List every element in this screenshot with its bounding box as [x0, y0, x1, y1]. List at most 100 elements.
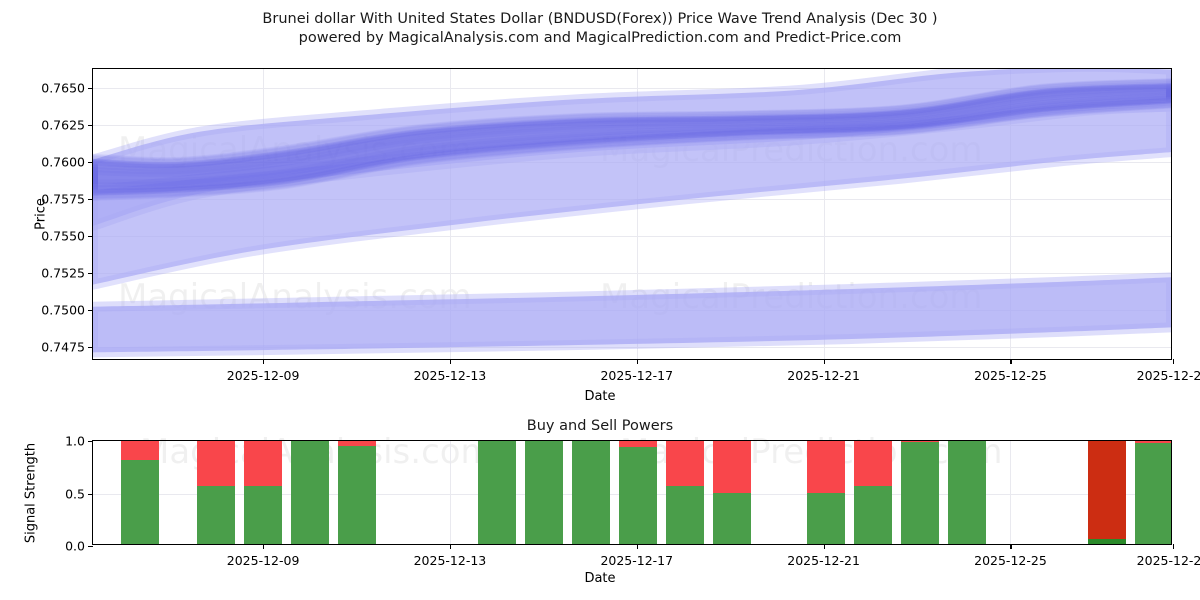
y-tick-label: 0.5 [65, 486, 85, 501]
x-tick [263, 359, 265, 364]
x-tick-label: 2025-12-17 [600, 553, 674, 568]
x-tick [636, 359, 638, 364]
price-plot-clip [93, 69, 1171, 359]
power-bar[interactable] [196, 441, 236, 544]
y-tick-label: 0.0 [65, 538, 85, 554]
power-bar[interactable] [806, 441, 845, 544]
gridline-vertical [823, 69, 825, 359]
buy-power-segment [1134, 443, 1171, 544]
power-bar[interactable] [712, 441, 751, 544]
sell-power-segment [665, 441, 704, 487]
power-bar[interactable] [947, 441, 986, 544]
y-tick [88, 161, 93, 163]
y-tick [88, 441, 93, 443]
buy-power-segment [806, 492, 845, 544]
buy-sell-powers-plot: 0.0 0.5 1.0 2025-12-09 2025-12-13 2025-12-17… [24, 434, 1200, 569]
buy-power-segment [618, 447, 658, 544]
wave-band-core-dark-band [93, 78, 1171, 193]
wave-band-outer-upper-band [93, 69, 1171, 231]
buy-power-segment [900, 442, 939, 544]
x-tick [1010, 359, 1012, 364]
wave-band-core-dark-band [93, 84, 1171, 201]
power-bar[interactable] [120, 441, 160, 544]
x-tick [823, 359, 825, 364]
sell-power-segment [120, 441, 160, 460]
powers-y-axis-label: Signal Strength [23, 442, 39, 543]
power-bar[interactable] [524, 441, 564, 544]
power-bar[interactable] [618, 441, 658, 544]
buy-power-segment [1087, 538, 1127, 544]
sell-power-segment [1087, 441, 1127, 539]
price-y-axis-label: Price [33, 198, 49, 230]
sell-power-segment [900, 441, 939, 443]
buy-power-segment [196, 486, 236, 544]
power-bar[interactable] [337, 441, 377, 544]
y-tick-label: 0.7625 [41, 117, 85, 133]
buy-power-segment [477, 441, 517, 544]
y-tick-label: 0.7475 [41, 339, 85, 355]
x-tick-label: 2025-12-21 [787, 553, 860, 568]
y-tick-label: 0.7525 [41, 265, 85, 281]
sell-power-segment [1134, 441, 1171, 444]
powers-title: Buy and Sell Powers [526, 418, 674, 434]
gridline-vertical [1010, 69, 1012, 359]
gridline-horizontal [93, 87, 1171, 89]
power-bar[interactable] [1087, 441, 1127, 544]
wave-band-core-dark-band [93, 79, 1171, 196]
x-tick [1173, 359, 1175, 364]
gridline-horizontal [93, 235, 1171, 237]
power-bar[interactable] [900, 441, 939, 544]
wave-band-lower-pale-band [93, 272, 1171, 358]
x-tick [449, 359, 452, 364]
gridline-vertical [636, 69, 638, 359]
wave-band-core-dark-band [93, 79, 1171, 199]
wave-band-core-dark-band [93, 81, 1171, 200]
power-bar[interactable] [1134, 441, 1171, 544]
y-tick-label: 0.7550 [41, 228, 85, 244]
x-tick [1010, 544, 1012, 549]
x-tick [263, 544, 265, 549]
buy-power-segment [120, 460, 160, 544]
sell-power-segment [853, 441, 892, 487]
sell-power-segment [337, 441, 377, 447]
y-tick [88, 198, 93, 200]
power-bar[interactable] [665, 441, 704, 544]
title-line-1: Brunei dollar With United States Dollar … [262, 11, 938, 27]
y-tick [88, 493, 93, 495]
x-tick-label: 2025-12-21 [787, 368, 860, 383]
y-tick [88, 346, 93, 349]
buy-power-segment [571, 441, 611, 544]
x-tick-label: 2025-12-25 [974, 368, 1047, 383]
buy-power-segment [853, 486, 892, 544]
y-tick-label: 0.7500 [41, 302, 85, 318]
x-tick-label: 2025-12-29 [1136, 553, 1200, 568]
gridline-vertical [1010, 441, 1012, 544]
y-tick [88, 309, 93, 312]
power-bar[interactable] [243, 441, 283, 544]
power-bar[interactable] [290, 441, 330, 544]
y-tick [88, 546, 93, 548]
price-wave-bands [93, 69, 1171, 358]
x-tick [449, 544, 452, 549]
sell-power-segment [806, 441, 845, 493]
power-bar[interactable] [571, 441, 611, 544]
powers-x-axis-label: Date [584, 571, 616, 586]
x-tick-label: 2025-12-29 [1136, 368, 1200, 383]
power-bar[interactable] [477, 441, 517, 544]
y-tick [88, 235, 93, 237]
y-tick [88, 272, 93, 274]
buy-power-segment [290, 441, 330, 544]
y-tick [88, 87, 93, 89]
x-tick-label: 2025-12-09 [226, 553, 300, 568]
power-bar[interactable] [853, 441, 892, 544]
sell-power-segment [196, 441, 236, 487]
buy-power-segment [712, 492, 751, 544]
buy-power-segment [243, 486, 283, 544]
gridline-horizontal [93, 272, 1171, 274]
price-x-axis-label: Date [584, 389, 616, 404]
page-title: Brunei dollar With United States Dollar … [0, 10, 1200, 48]
buy-power-segment [524, 441, 564, 544]
x-tick-label: 2025-12-13 [413, 553, 487, 568]
wave-band-core-dark-band [93, 78, 1171, 190]
